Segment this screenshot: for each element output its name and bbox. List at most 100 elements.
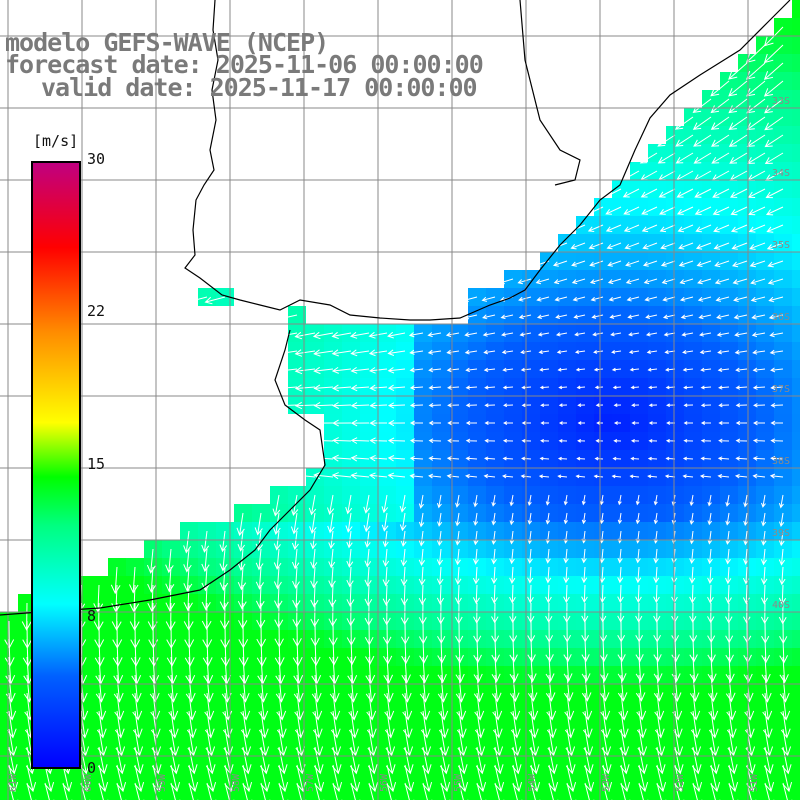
wind-vector: [116, 782, 127, 800]
wind-vector: [491, 494, 496, 507]
wind-vector: [502, 385, 514, 390]
wind-vector: [494, 782, 505, 800]
wind-vector: [275, 314, 298, 323]
wind-vector: [752, 456, 766, 461]
wind-speed-cell: [450, 792, 468, 800]
wind-vector: [206, 782, 217, 800]
wind-vector: [717, 456, 730, 461]
wind-vector: [312, 692, 323, 721]
colorbar-tick-0: 0: [87, 759, 97, 777]
wind-vector: [693, 134, 712, 147]
wind-vector: [624, 242, 640, 250]
wind-vector: [521, 456, 532, 461]
wind-vector: [512, 764, 523, 793]
wind-vector: [456, 692, 467, 721]
wind-vector: [707, 530, 713, 545]
wind-vector: [168, 692, 179, 721]
wind-vector: [369, 367, 388, 374]
wind-speed-cell: [738, 792, 756, 800]
wind-vector: [675, 152, 694, 164]
wind-vector: [464, 349, 478, 355]
wind-vector: [643, 278, 658, 285]
wind-vector: [717, 474, 730, 479]
wind-vector: [146, 548, 156, 574]
wind-vector: [255, 584, 265, 610]
wind-vector: [605, 224, 622, 232]
wind-vector: [44, 764, 55, 793]
wind-vector: [749, 242, 766, 250]
wind-vector: [653, 512, 659, 525]
wind-vector: [659, 206, 676, 215]
wind-vector: [696, 260, 712, 267]
wind-vector: [290, 512, 299, 535]
wind-vector: [409, 367, 424, 373]
wind-vector: [419, 656, 429, 684]
wind-vector: [537, 332, 550, 337]
wind-vector: [710, 764, 721, 793]
wind-vector: [502, 474, 514, 479]
wind-vector: [509, 674, 520, 703]
wind-vector: [589, 260, 604, 267]
lat-label-34s: 34S: [772, 168, 791, 179]
wind-vector: [763, 62, 784, 80]
wind-vector: [718, 420, 729, 426]
wind-speed-cell: [792, 252, 800, 270]
wind-vector: [647, 456, 658, 461]
wind-vector: [574, 350, 586, 354]
wind-speed-cell: [792, 774, 800, 792]
wind-vector: [648, 438, 658, 443]
wind-vector: [606, 242, 622, 250]
wind-vector: [689, 512, 695, 525]
wind-vector: [332, 402, 352, 409]
wind-vector: [409, 349, 424, 355]
wind-vector: [617, 638, 626, 663]
wind-vector: [183, 566, 193, 592]
wind-vector: [484, 420, 495, 426]
wind-vector: [545, 548, 551, 564]
wind-vector: [563, 494, 568, 506]
wind-speed-cell: [396, 792, 414, 800]
wind-vector: [222, 692, 233, 721]
wind-vector: [458, 764, 469, 793]
wind-vector: [748, 206, 766, 216]
wind-vector: [463, 296, 478, 302]
wind-vector: [464, 332, 478, 337]
lat-label-33s: 33S: [772, 96, 791, 107]
wind-vector: [44, 782, 55, 800]
wind-vector: [350, 349, 370, 357]
wind-vector: [607, 278, 622, 285]
colorbar-unit: [m/s]: [33, 132, 79, 150]
wind-speed-cell: [792, 720, 800, 738]
wind-speed-cell: [792, 324, 800, 342]
wind-vector: [779, 638, 789, 664]
wind-vector: [765, 188, 784, 199]
wind-vector: [345, 494, 353, 515]
wind-vector: [296, 782, 307, 800]
wind-vector: [761, 674, 772, 703]
wind-vector: [465, 367, 478, 373]
wind-vector: [645, 332, 658, 337]
wind-vector: [735, 367, 748, 373]
wind-vector: [237, 548, 246, 572]
wind-vector: [728, 62, 748, 80]
wind-vector: [588, 242, 604, 250]
wind-vector: [165, 548, 174, 574]
wind-vector: [725, 638, 734, 664]
wind-vector: [387, 367, 406, 374]
wind-vector: [206, 764, 217, 793]
wind-vector: [664, 349, 676, 355]
wind-vector: [527, 584, 534, 604]
wind-vector: [577, 438, 586, 443]
wind-vector: [400, 548, 408, 567]
lon-label-57w: 57W: [305, 773, 316, 792]
wind-vector: [463, 314, 478, 320]
wind-vector: [436, 530, 443, 547]
wind-vector: [770, 456, 784, 461]
wind-vector: [291, 548, 300, 570]
wind-vector: [332, 764, 343, 793]
wind-vector: [502, 456, 514, 461]
wind-speed-cell: [522, 792, 540, 800]
wind-vector: [760, 566, 768, 585]
wind-vector: [418, 530, 425, 547]
wind-vector: [188, 782, 199, 800]
